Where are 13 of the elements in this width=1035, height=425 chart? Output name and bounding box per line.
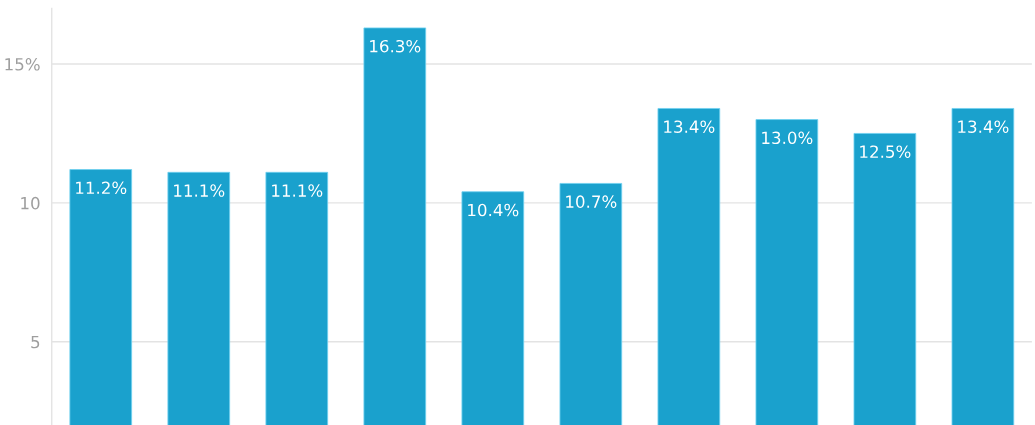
y-tick-label: 5 [31,335,40,349]
data-label: 16.3% [370,39,421,53]
data-label: 13.4% [664,120,715,134]
data-label: 11.1% [174,184,225,197]
data-label: 11.1% [272,184,323,197]
data-label: 11.2% [76,181,127,195]
data-label: 13.4% [958,120,1009,134]
data-label: 13.0% [762,131,813,145]
data-label: 10.7% [566,195,617,208]
data-label: 10.4% [468,203,519,217]
y-tick-label: 10 [21,196,40,210]
y-tick-label: 15% [5,58,40,71]
data-label: 12.5% [860,145,911,158]
